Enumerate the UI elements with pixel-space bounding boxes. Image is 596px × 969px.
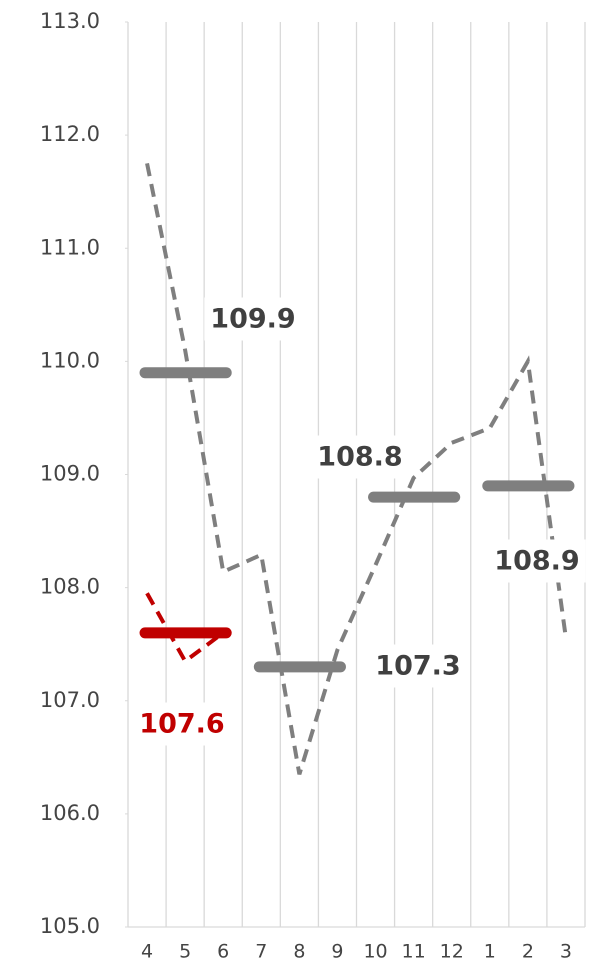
- label-background: [369, 644, 467, 688]
- data-label: 107.6: [139, 709, 224, 740]
- data-label-group: 108.8: [311, 435, 409, 479]
- x-tick-label: 4: [141, 941, 153, 963]
- label-background: [311, 435, 409, 479]
- x-tick-label: 6: [217, 941, 229, 963]
- y-tick-label: 108.0: [40, 575, 100, 599]
- y-tick-label: 113.0: [40, 9, 100, 33]
- y-tick-label: 105.0: [40, 914, 100, 938]
- data-label-group: 107.3: [369, 644, 467, 688]
- label-background: [204, 297, 302, 341]
- y-tick-label: 110.0: [40, 348, 100, 372]
- x-tick-label: 2: [522, 941, 534, 963]
- label-background: [133, 702, 231, 746]
- x-tick-label: 7: [255, 941, 267, 963]
- x-tick-label: 1: [484, 941, 496, 963]
- x-tick-label: 10: [363, 941, 387, 963]
- y-tick-label: 112.0: [40, 122, 100, 146]
- label-background: [488, 539, 586, 583]
- data-label: 109.9: [210, 304, 295, 335]
- x-tick-label: 3: [560, 941, 572, 963]
- data-label: 108.8: [317, 442, 402, 473]
- line: [145, 163, 568, 775]
- data-label: 108.9: [494, 546, 579, 577]
- x-tick-label: 9: [331, 941, 343, 963]
- data-label-group: 108.9: [488, 539, 586, 583]
- x-tick-label: 12: [440, 941, 464, 963]
- x-tick-label: 8: [293, 941, 305, 963]
- y-tick-label: 106.0: [40, 801, 100, 825]
- x-tick-label: 5: [179, 941, 191, 963]
- data-label-group: 107.6: [133, 702, 231, 746]
- data-label-group: 109.9: [204, 297, 302, 341]
- line: [145, 592, 225, 665]
- y-tick-label: 107.0: [40, 688, 100, 712]
- y-tick-label: 109.0: [40, 462, 100, 486]
- x-tick-label: 11: [402, 941, 426, 963]
- data-label: 107.3: [375, 651, 460, 682]
- y-tick-label: 111.0: [40, 235, 100, 259]
